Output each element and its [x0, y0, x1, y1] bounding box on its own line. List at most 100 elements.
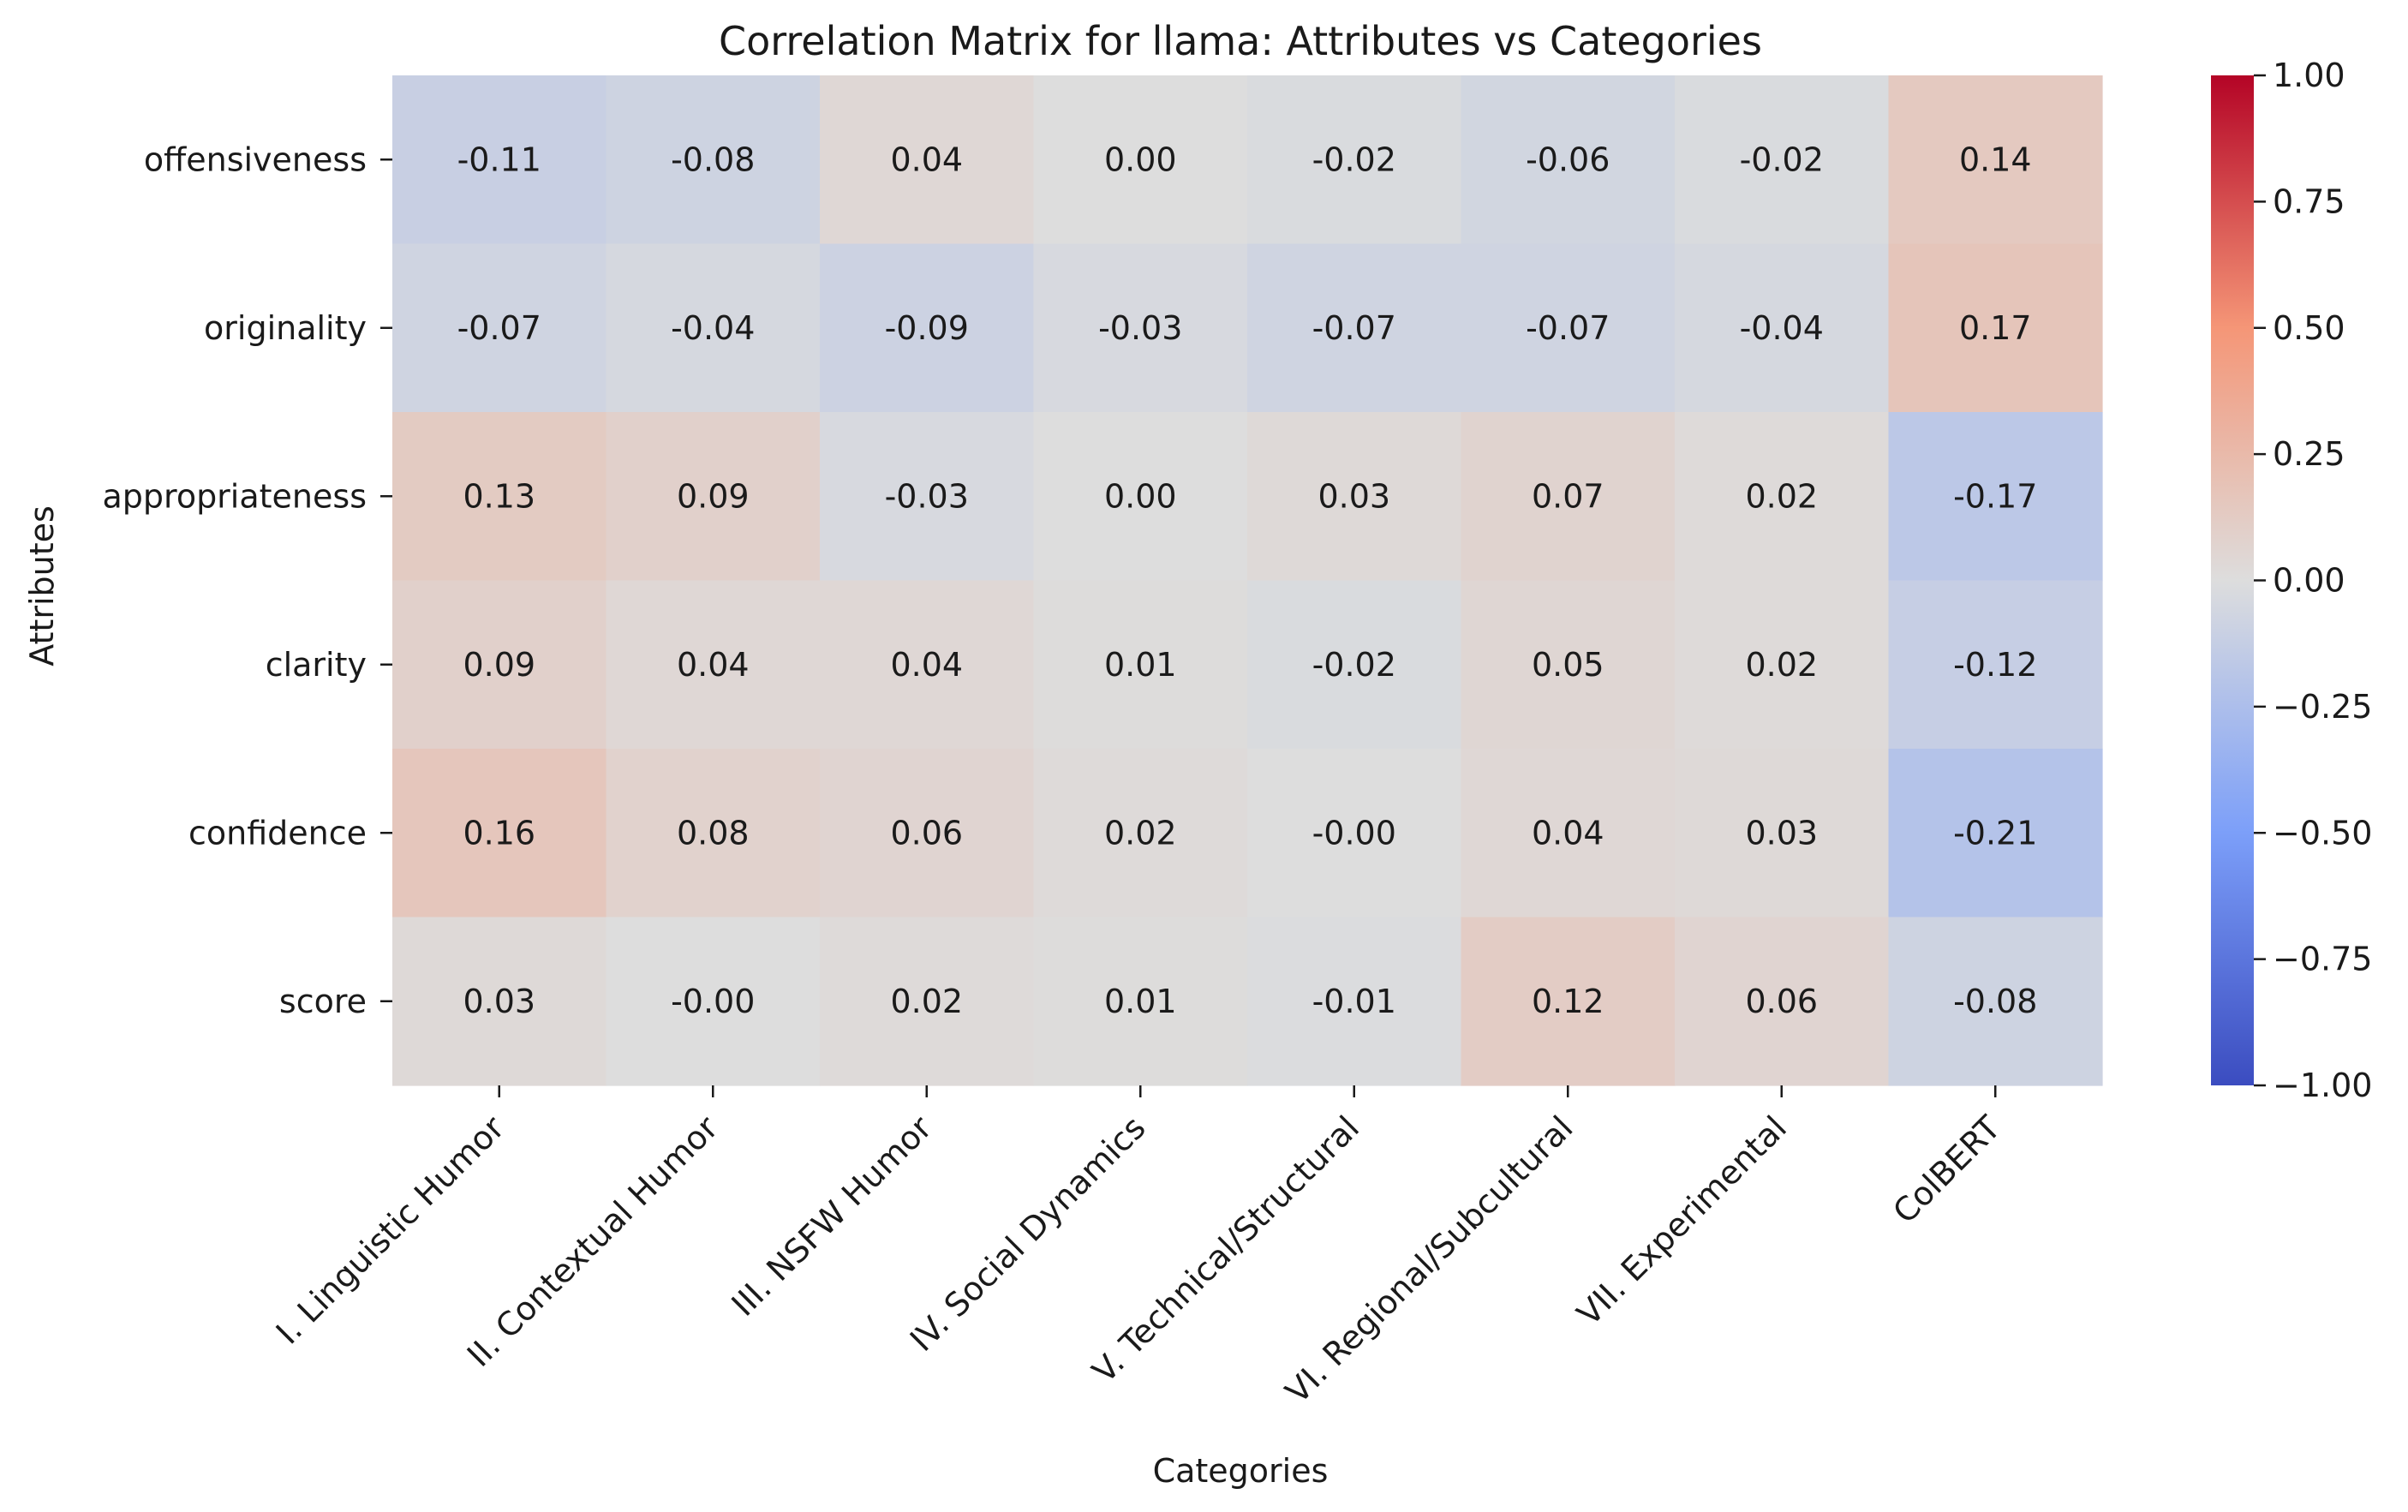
cell-value-label: 0.13	[463, 477, 535, 515]
heatmap-cell	[1247, 917, 1462, 1086]
cell-value-label: 0.02	[1104, 814, 1177, 852]
heatmap-cell	[392, 75, 607, 245]
row-tick-label: originality	[204, 309, 367, 347]
heatmap-cell	[392, 412, 607, 582]
cell-value-label: -0.03	[885, 477, 969, 515]
cell-value-label: 0.05	[1532, 646, 1604, 684]
colorbar: 1.00 0.75 0.50 0.25 0.00 −0.25 −0.50 −0.75 −1.00	[2211, 57, 2372, 1104]
row-tick-labels: offensiveness originality appropriateness c…	[103, 140, 392, 1020]
cell-value-label: 0.06	[890, 814, 963, 852]
heatmap-cell	[392, 243, 607, 413]
heatmap-cell	[1888, 917, 2103, 1086]
column-tick-label: VII. Experimental	[1570, 1109, 1795, 1333]
cell-value-label: -0.03	[1098, 309, 1182, 347]
heatmap-cell	[1675, 75, 1890, 245]
heatmap-cell	[820, 412, 1035, 582]
heatmap-cell	[1888, 75, 2103, 245]
heatmap-cell	[1247, 75, 1462, 245]
cell-value-label: -0.00	[1312, 814, 1396, 852]
cell-value-label: -0.01	[1312, 983, 1396, 1020]
heatmap-cell	[1461, 75, 1676, 245]
heatmap-cell	[1033, 749, 1248, 918]
column-tick-label: II. Contextual Humor	[460, 1109, 726, 1374]
colorbar-gradient	[2211, 75, 2254, 1085]
heatmap-cell	[1033, 412, 1248, 582]
colorbar-tick-label: −1.00	[2273, 1067, 2372, 1104]
cell-value-label: 0.01	[1104, 983, 1177, 1020]
row-tick-label: offensiveness	[144, 140, 367, 178]
heatmap-cell	[1461, 412, 1676, 582]
column-tick-label: I. Linguistic Humor	[269, 1109, 512, 1352]
cell-value-label: -0.09	[885, 309, 969, 347]
cell-value-label: 0.04	[677, 646, 750, 684]
cell-value-label: 0.00	[1104, 140, 1177, 178]
heatmap-cell	[1247, 243, 1462, 413]
cell-value-label: -0.07	[1526, 309, 1610, 347]
heatmap-cell	[392, 749, 607, 918]
heatmap-cell	[1033, 917, 1248, 1086]
column-tick-label: ColBERT	[1885, 1109, 2008, 1231]
cell-value-label: -0.21	[1953, 814, 2037, 852]
heatmap-cell	[1247, 580, 1462, 750]
row-tick-label: clarity	[266, 646, 367, 684]
colorbar-tick-label: 0.75	[2273, 182, 2345, 220]
heatmap-cell	[820, 75, 1035, 245]
cell-value-label: -0.08	[1953, 983, 2037, 1020]
cell-value-label: -0.02	[1312, 646, 1396, 684]
heatmap-cell	[606, 243, 821, 413]
colorbar-tick-label: 0.25	[2273, 435, 2345, 473]
column-tick-label: IV. Social Dynamics	[903, 1109, 1153, 1359]
cell-value-label: -0.07	[457, 309, 541, 347]
x-axis-label: Categories	[1153, 1452, 1329, 1490]
cell-value-label: 0.04	[890, 646, 963, 684]
heatmap-cell	[1888, 580, 2103, 750]
cell-value-label: -0.17	[1953, 477, 2037, 515]
heatmap-cell	[1033, 243, 1248, 413]
heatmap-cell	[1461, 243, 1676, 413]
row-tick-label: score	[279, 983, 367, 1020]
cell-value-label: 0.03	[463, 983, 535, 1020]
heatmap-cell	[1675, 580, 1890, 750]
cell-value-label: -0.08	[671, 140, 755, 178]
heatmap-cell	[392, 580, 607, 750]
cell-value-label: -0.07	[1312, 309, 1396, 347]
heatmap-cell	[1461, 917, 1676, 1086]
cell-value-label: 0.02	[1745, 646, 1818, 684]
colorbar-tick-label: 1.00	[2273, 57, 2345, 94]
heatmap-cell	[606, 75, 821, 245]
heatmap-cell	[392, 917, 607, 1086]
heatmap-cell	[1675, 412, 1890, 582]
cell-value-label: -0.02	[1312, 140, 1396, 178]
cell-value-label: 0.09	[677, 477, 750, 515]
heatmap-cell	[820, 580, 1035, 750]
cell-value-label: 0.14	[1959, 140, 2032, 178]
colorbar-tick-label: 0.00	[2273, 562, 2345, 600]
cell-value-label: 0.04	[890, 140, 963, 178]
colorbar-tick-label: −0.25	[2273, 688, 2372, 726]
heatmap-cell	[1888, 749, 2103, 918]
heatmap-cell	[606, 412, 821, 582]
colorbar-tick-label: −0.75	[2273, 941, 2372, 978]
colorbar-tick-label: 0.50	[2273, 309, 2345, 347]
heatmap-cell	[1461, 580, 1676, 750]
cell-value-label: 0.03	[1745, 814, 1818, 852]
cell-value-label: 0.16	[463, 814, 535, 852]
cell-value-label: 0.03	[1318, 477, 1390, 515]
cell-value-label: 0.01	[1104, 646, 1177, 684]
chart-title: Correlation Matrix for llama: Attributes…	[719, 18, 1762, 64]
column-tick-label: III. NSFW Humor	[725, 1109, 940, 1324]
cell-value-label: -0.00	[671, 983, 755, 1020]
colorbar-tick-label: −0.50	[2273, 814, 2372, 852]
heatmap-cell	[1247, 749, 1462, 918]
cell-value-label: 0.08	[677, 814, 750, 852]
heatmap-cell	[820, 917, 1035, 1086]
cell-value-label: -0.11	[457, 140, 541, 178]
y-axis-label: Attributes	[23, 505, 61, 666]
heatmap-cell	[1888, 243, 2103, 413]
cell-value-label: -0.06	[1526, 140, 1610, 178]
heatmap-cell	[820, 749, 1035, 918]
heatmap-cell	[1675, 749, 1890, 918]
heatmap-cell	[606, 580, 821, 750]
cell-value-label: -0.12	[1953, 646, 2037, 684]
